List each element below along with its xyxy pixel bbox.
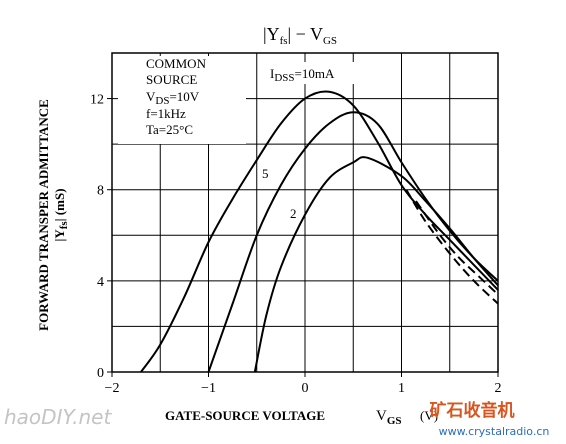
chart-title: |Yfs| − VGS	[263, 24, 337, 47]
y-label-unit: |Yfs| (mS)	[52, 188, 70, 241]
y-label-line: FORWARD TRANSPER ADMITTANCE	[36, 99, 51, 331]
condition-sub: DS	[155, 95, 169, 107]
watermark: haoDIY.net	[4, 405, 112, 429]
series-label-part: =10mA	[295, 66, 335, 81]
label-box	[266, 62, 376, 84]
curve	[140, 90, 499, 373]
x-label-sub: GS	[387, 415, 402, 427]
dashed-curve	[415, 200, 499, 296]
condition: Ta=25°C	[146, 122, 193, 137]
watermark: 矿石收音机	[430, 400, 515, 421]
dashed-curve	[405, 189, 499, 305]
x-tick-label: −2	[105, 381, 120, 396]
curve	[207, 111, 499, 373]
title-part: | − V	[288, 24, 323, 44]
x-label-part: V	[376, 408, 387, 424]
condition: COMMON	[146, 56, 207, 71]
condition-part: V	[146, 89, 156, 104]
y-tick-label: 4	[97, 275, 104, 290]
x-axis-label: GATE-SOURCE VOLTAGE VGS (V)	[165, 408, 438, 427]
series-label-sub: DSS	[274, 72, 294, 84]
x-tick-label: 2	[495, 381, 502, 396]
condition: VDS=10V	[146, 89, 200, 107]
series-label: 2	[290, 206, 297, 221]
y-tick-label: 8	[97, 184, 104, 199]
y-axis-label: FORWARD TRANSPER ADMITTANCE |Yfs| (mS)	[36, 99, 70, 331]
x-tick-label: −1	[201, 381, 216, 396]
y-label-part: |Y	[52, 229, 67, 242]
x-tick-label: 1	[398, 381, 405, 396]
conditions: COMMON SOURCE VDS=10V f=1kHz Ta=25°C	[146, 56, 207, 137]
y-label-part: | (mS)	[52, 188, 67, 221]
y-tick-label: 12	[90, 93, 104, 108]
curve	[253, 156, 499, 373]
series-label: IDSS=10mA	[270, 66, 335, 84]
watermark: www.crystalradio.cn	[439, 425, 550, 438]
x-label-part: GATE-SOURCE VOLTAGE	[165, 408, 325, 423]
title-sub: fs	[280, 35, 288, 47]
x-tick-label: 0	[302, 381, 309, 396]
y-label-sub: fs	[58, 221, 70, 230]
series-label: 5	[262, 166, 269, 181]
condition-part: =10V	[169, 89, 199, 104]
title-sub: GS	[323, 35, 337, 47]
conditions-box	[118, 56, 246, 144]
x-label-part: (V)	[420, 408, 438, 423]
title-part: |Y	[263, 24, 280, 44]
condition: SOURCE	[146, 72, 197, 87]
series-label-part: I	[270, 66, 274, 81]
condition: f=1kHz	[146, 106, 186, 121]
y-tick-label: 0	[97, 366, 104, 381]
